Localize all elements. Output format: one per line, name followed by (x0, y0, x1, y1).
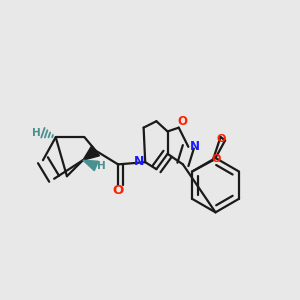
Polygon shape (83, 146, 100, 160)
Text: N: N (190, 140, 200, 153)
Text: O: O (112, 184, 124, 197)
Text: O: O (212, 154, 221, 164)
Text: H: H (32, 128, 41, 138)
Text: O: O (177, 116, 187, 128)
Text: N: N (134, 155, 145, 168)
Text: O: O (217, 134, 226, 145)
Text: H: H (97, 161, 106, 171)
Polygon shape (83, 160, 98, 171)
